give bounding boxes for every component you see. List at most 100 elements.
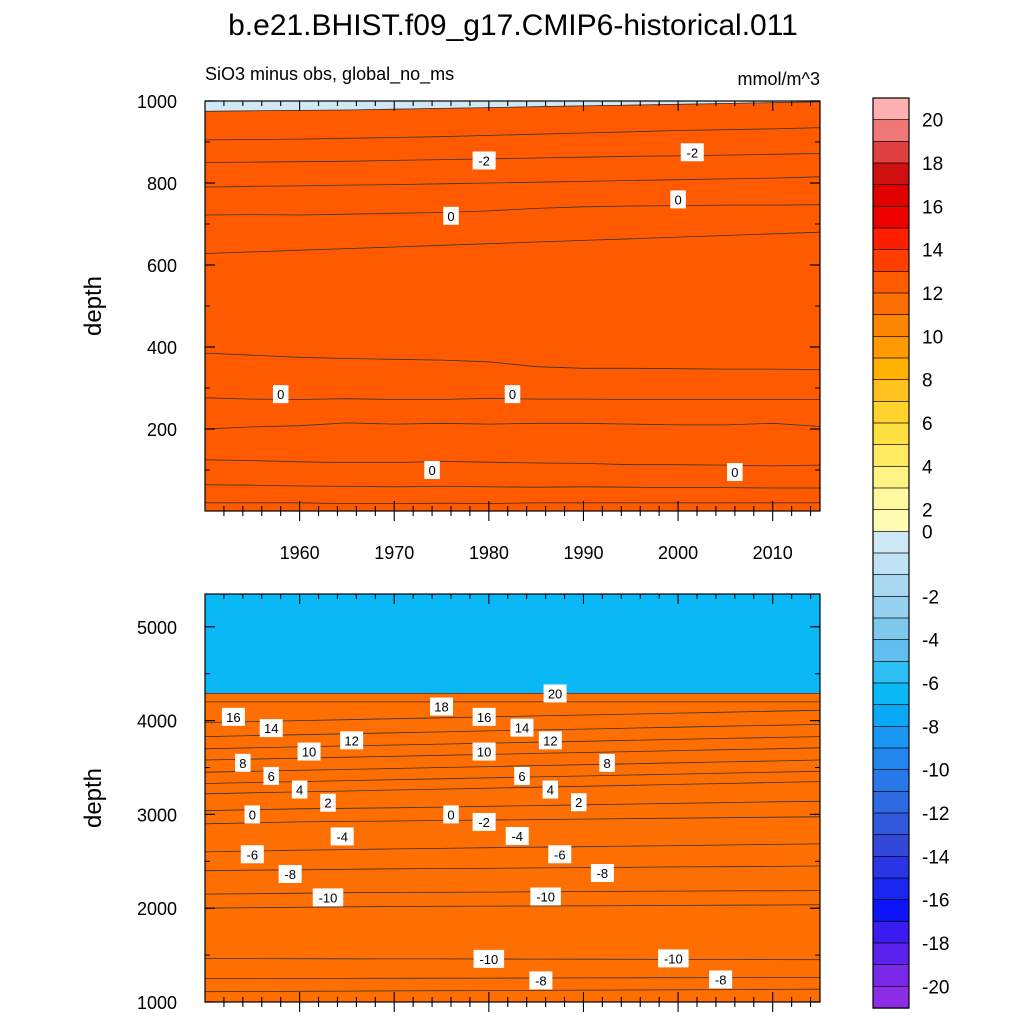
svg-text:0: 0 — [674, 192, 681, 207]
colorbar-box-16 — [872, 444, 910, 467]
colorbar-box-21 — [872, 552, 910, 576]
svg-text:6: 6 — [518, 769, 525, 784]
bottom-contour-line-7 — [205, 816, 820, 825]
bottom-frame — [204, 593, 821, 1003]
top-contour-label-1: 0 — [727, 463, 743, 482]
svg-text:0: 0 — [447, 209, 454, 224]
bottom-contour-label-7: -8 — [590, 864, 614, 883]
svg-text:-8: -8 — [597, 866, 609, 881]
bottom-contour-fills: -8 -8 -10 -10 -10 -10 -8 -8 -6 -6 -4 -4 -2 0 0 2 2 4 4 6 6 8 8… — [205, 594, 820, 1002]
colorbar-tick-2: 16 — [922, 197, 943, 218]
bottom-y-axis-label: depth — [80, 768, 107, 828]
top-x-tick-5: 2010 — [753, 543, 793, 563]
top-contour-line-1 — [205, 484, 820, 489]
colorbar-box-3 — [872, 162, 910, 186]
colorbar-tick-12: -4 — [922, 631, 939, 652]
bottom-contour-label-17: 4 — [291, 780, 308, 799]
units-subtitle: mmol/m^3 — [738, 69, 820, 89]
bottom-contour-label-26: 12 — [538, 731, 562, 750]
colorbar-tick-10: 0 — [922, 522, 933, 543]
bottom-x-axis — [223, 594, 812, 1012]
colorbar-box-26 — [872, 660, 910, 684]
svg-text:-8: -8 — [715, 972, 727, 987]
bottom-contour-line-8 — [205, 800, 820, 812]
top-contour-line-11 — [205, 101, 820, 112]
top-contour-label-5: 0 — [670, 190, 686, 209]
top-contour-line-0 — [205, 502, 820, 505]
svg-text:-4: -4 — [511, 829, 523, 844]
colorbar-box-17 — [872, 465, 910, 489]
svg-text:20: 20 — [548, 686, 562, 701]
bottom-y-tick-1: 2000 — [137, 899, 177, 919]
top-contour-label-0: 0 — [424, 461, 440, 479]
colorbar-box-5 — [872, 205, 910, 229]
top-contour-fills: 0 0 0 0 0 0 -2 -2 — [205, 101, 820, 511]
svg-text:-10: -10 — [479, 952, 498, 967]
svg-text:2: 2 — [575, 795, 582, 810]
svg-text:12: 12 — [543, 733, 557, 748]
svg-text:-10: -10 — [319, 890, 338, 905]
top-contour-label-7: -2 — [680, 143, 704, 162]
bottom-contour-label-2: -10 — [473, 949, 505, 968]
bottom-contour-label-10: -4 — [330, 827, 354, 846]
colorbar-tick-9: 2 — [922, 501, 933, 522]
bottom-contour-label-25: 12 — [340, 731, 364, 750]
bottom-contour-label-23: 10 — [297, 742, 321, 761]
svg-text:18: 18 — [434, 700, 448, 715]
top-y-tick-2: 600 — [147, 256, 177, 276]
bottom-contour-line-10 — [205, 770, 820, 784]
svg-text:8: 8 — [603, 756, 610, 771]
bottom-y-tick-0: 1000 — [137, 993, 177, 1013]
variable-subtitle: SiO3 minus obs, global_no_ms — [205, 64, 454, 85]
bottom-contour-label-14: 0 — [443, 805, 459, 824]
top-contour-label-6: -2 — [472, 151, 496, 170]
bottom-contour-label-30: 16 — [472, 707, 496, 726]
colorbar-tick-4: 12 — [922, 284, 943, 305]
bottom-contour-label-32: 20 — [543, 684, 567, 703]
colorbar-box-9 — [872, 292, 910, 316]
colorbar-tick-19: -18 — [922, 934, 949, 955]
bottom-contour-label-16: 2 — [570, 793, 587, 812]
colorbar-box-1 — [872, 119, 910, 142]
colorbar-box-0 — [872, 97, 910, 121]
colorbar-tick-3: 14 — [922, 241, 944, 262]
bottom-contour-line-9 — [205, 781, 820, 795]
top-x-tick-0: 1960 — [280, 543, 320, 563]
bottom-contour-label-3: -10 — [658, 949, 689, 968]
top-contour-line-3 — [205, 422, 820, 430]
bottom-contour-line-2 — [205, 958, 820, 961]
bottom-contour-label-8: -6 — [240, 845, 264, 864]
svg-text:-10: -10 — [536, 889, 555, 904]
bottom-y-tick-4: 5000 — [137, 618, 177, 638]
svg-text:16: 16 — [477, 710, 491, 725]
colorbar-tick-20: -20 — [922, 977, 949, 998]
top-x-tick-4: 2000 — [658, 543, 698, 563]
bottom-contour-label-12: -2 — [472, 812, 496, 831]
bottom-contour-line-15 — [205, 709, 820, 723]
colorbar-box-11 — [872, 335, 910, 359]
colorbar-box-22 — [872, 574, 910, 597]
bottom-contour-line-4 — [205, 890, 820, 895]
colorbar-box-18 — [872, 487, 910, 511]
top-band-12 — [205, 101, 820, 511]
colorbar-box-19 — [872, 509, 910, 532]
colorbar-tick-7: 6 — [922, 414, 933, 435]
bottom-contour-label-21: 8 — [235, 753, 251, 772]
bottom-contour-label-31: 18 — [430, 697, 454, 716]
colorbar-box-25 — [872, 639, 910, 662]
svg-text:0: 0 — [428, 463, 435, 478]
svg-text:8: 8 — [239, 756, 246, 771]
colorbar-box-20 — [872, 530, 910, 554]
bottom-contour-label-1: -8 — [709, 970, 733, 989]
colorbar-box-32 — [872, 790, 910, 814]
svg-text:14: 14 — [515, 721, 529, 736]
top-contour-line-5 — [205, 352, 820, 370]
bottom-contour-line-5 — [205, 865, 820, 872]
top-y-tick-4: 1000 — [137, 92, 177, 112]
bottom-contour-label-28: 14 — [510, 718, 534, 737]
figure-title: b.e21.BHIST.f09_g17.CMIP6-historical.011 — [228, 9, 798, 42]
colorbar-tick-1: 18 — [922, 154, 943, 175]
top-y-axis-label: depth — [80, 276, 107, 336]
colorbar-tick-0: 20 — [922, 111, 943, 132]
